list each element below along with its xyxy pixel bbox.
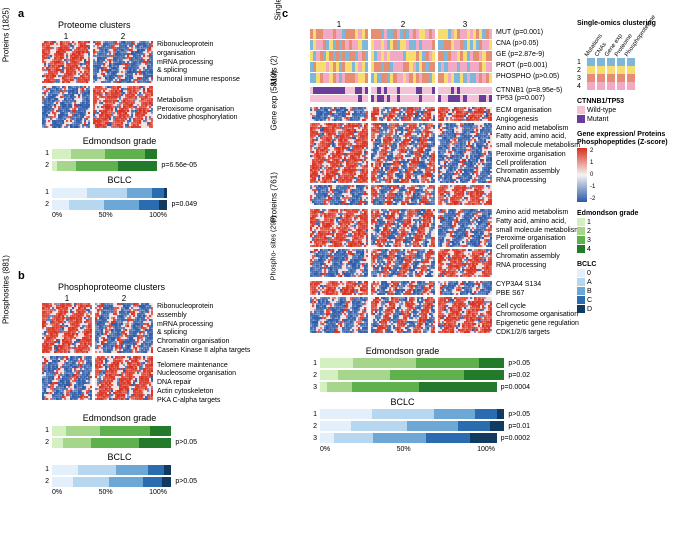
- axis-b: 0% 50% 100%: [52, 489, 167, 496]
- bclc-bars-a: 1p=0.0492p=0.049: [42, 187, 197, 210]
- ed-title-b: Edmondson grade: [42, 413, 197, 423]
- panel-c: c 1 2 3 Single-omics clustering MUT (p=0…: [282, 8, 582, 453]
- legend-ed-title: Edmondson grade: [577, 210, 675, 217]
- heatmap-prot: [310, 209, 492, 277]
- heatmap-a2: [42, 86, 153, 128]
- panel-b-label: b: [18, 270, 280, 282]
- ed-bars-a: 1p=6.56e-052p=6.56e-05: [42, 148, 197, 171]
- annot-ge: ECM organisationAngiogenesisAmino acid m…: [496, 107, 580, 205]
- annot-b1: RibonucleoproteinassemblymRNA processing…: [157, 303, 250, 356]
- annot-a2: MetabolismPeroxisome organisationOxidati…: [157, 97, 240, 123]
- annot-a1: RibonucleoproteinorganisationmRNA proces…: [157, 41, 240, 85]
- so-ylabel: Single-omics clustering: [274, 0, 283, 20]
- panel-c-label: c: [282, 8, 582, 20]
- ge-ylabel: Gene exp (5819): [270, 70, 279, 130]
- panel-a-label: a: [18, 8, 280, 20]
- phos-ylabel: Phospho- sites (296): [271, 216, 278, 281]
- annot-phos1: CYP3A4 S134PBE S67: [496, 281, 579, 299]
- heatmap-a1: [42, 41, 153, 83]
- panel-a-ylabel: Proteins (1825): [2, 7, 11, 62]
- mutation-track-labels: CTNNB1 (p=8.95e-5)TP53 (p=0.007): [496, 87, 562, 103]
- single-omics-tracks: [310, 29, 492, 84]
- legend-z-title: Gene expression/ Proteins Phosphopeptide…: [577, 131, 675, 146]
- panel-b: b Phosphoproteome clusters 1 2 Phosphosi…: [18, 270, 280, 496]
- bclc-title-c: BCLC: [310, 397, 495, 407]
- bclc-bars-c: 1p>0.052p=0.013p=0.0002: [310, 409, 530, 444]
- annot-b2: Telomere maintenanceNucleosome organisat…: [157, 362, 250, 406]
- legends: Single-omics clustering MutationsCNAsGen…: [577, 20, 675, 314]
- axis-c: 0% 50% 100%: [320, 446, 495, 453]
- panel-a-title: Proteome clusters: [58, 20, 280, 30]
- bclc-title-a: BCLC: [42, 175, 197, 185]
- mutation-tracks: [310, 87, 492, 103]
- single-omics-track-labels: MUT (p=0.001)CNA (p>0.05)GE (p=2.87e-9)P…: [496, 29, 559, 84]
- heatmap-ge: [310, 107, 492, 205]
- legend-so-title: Single-omics clustering: [577, 20, 675, 27]
- panel-b-title: Phosphoproteome clusters: [58, 282, 280, 292]
- cluster-nums-a: 1 2: [42, 32, 153, 41]
- ed-title-a: Edmondson grade: [42, 136, 197, 146]
- axis-a: 0% 50% 100%: [52, 212, 167, 219]
- heatmap-phos: [310, 281, 492, 333]
- heatmap-b2: [42, 356, 153, 400]
- cluster-nums-c: 1 2 3: [310, 20, 492, 29]
- ed-title-c: Edmondson grade: [310, 346, 495, 356]
- legend-ctnnb1-title: CTNNB1/TP53: [577, 98, 675, 105]
- annot-phos2: Cell cycleChromosome organisationEpigene…: [496, 303, 579, 338]
- panel-a: a Proteome clusters 1 2 Proteins (1825) …: [18, 8, 280, 219]
- bclc-title-b: BCLC: [42, 452, 197, 462]
- ed-bars-c: 1p>0.052p=0.023p=0.0004: [310, 358, 530, 393]
- cluster-nums-b: 1 2: [42, 294, 153, 303]
- panel-b-ylabel: Phosphosites (881): [2, 255, 11, 324]
- legend-bclc-title: BCLC: [577, 261, 675, 268]
- heatmap-b1: [42, 303, 153, 353]
- annot-prot: Amino acid metabolismFatty acid, amino a…: [496, 209, 580, 277]
- bclc-bars-b: 1p>0.052p>0.05: [42, 464, 197, 487]
- ed-bars-b: 1p>0.052p>0.05: [42, 425, 197, 448]
